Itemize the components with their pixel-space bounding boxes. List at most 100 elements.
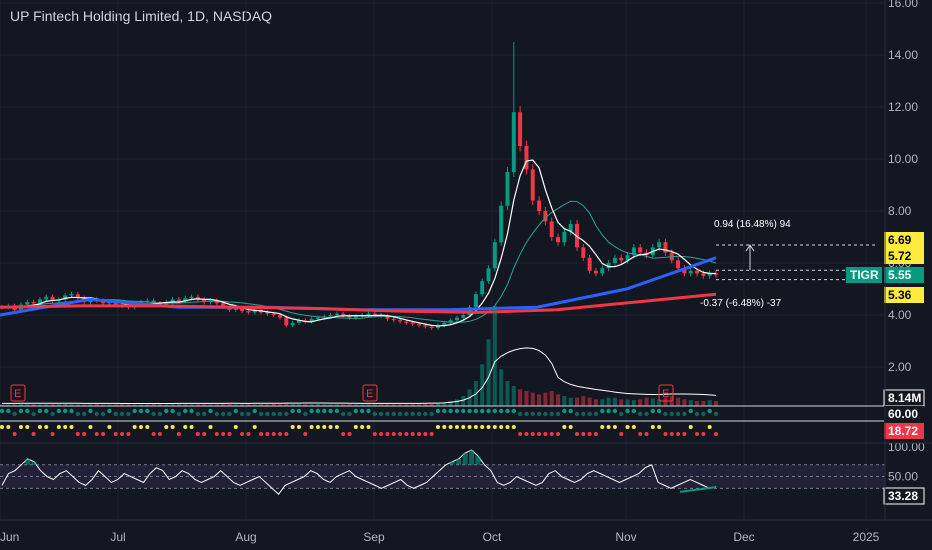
candle-body — [486, 268, 491, 282]
signal-dot — [366, 425, 371, 429]
signal-dot — [663, 432, 668, 436]
indicator-dot — [44, 408, 49, 414]
candle-body — [537, 200, 542, 211]
candle-body — [695, 270, 700, 274]
symbol-label-bg — [846, 267, 882, 283]
signal-dot — [537, 432, 542, 436]
volume-bar — [151, 404, 156, 406]
indicator-dot — [0, 408, 5, 414]
range-down-annotation: -0.37 (-6.48%) -37 — [700, 298, 782, 309]
indicator-dot — [12, 411, 17, 417]
indicator-dot — [656, 408, 662, 414]
indicator-dot — [176, 411, 182, 417]
candle-body — [435, 325, 440, 328]
signal-dot — [682, 432, 687, 436]
candle-body — [707, 273, 712, 276]
signal-dot — [372, 432, 377, 436]
signal-dot — [132, 425, 137, 429]
indicator-dot — [31, 411, 36, 417]
time-tick-label: Jul — [110, 530, 125, 544]
indicator-dot — [530, 411, 535, 417]
indicator-dot — [568, 408, 573, 414]
volume-bar — [18, 404, 23, 406]
indicator-dot — [258, 411, 264, 417]
indicator-dot — [183, 408, 188, 414]
indicator-dot — [600, 408, 605, 414]
signal-dot — [6, 425, 11, 429]
volume-bar — [524, 391, 529, 406]
volume-bar — [195, 404, 200, 406]
candle-body — [31, 302, 36, 304]
candle-body — [423, 325, 428, 327]
symbol-label: TIGR — [850, 268, 879, 282]
signal-dot — [0, 425, 4, 429]
signal-dot — [25, 425, 30, 429]
earnings-marker: E — [14, 388, 21, 400]
price-tick-label: 14.00 — [888, 48, 918, 62]
dots-label: 18.72 — [888, 424, 918, 438]
candle-body — [688, 270, 693, 274]
volume-bar — [701, 401, 706, 406]
indicator-dot — [322, 408, 327, 414]
signal-dot — [398, 432, 403, 436]
candle-body — [593, 270, 598, 274]
candle-body — [530, 169, 535, 201]
signal-dot — [568, 425, 573, 429]
earnings-marker: E — [662, 388, 669, 400]
signal-dot — [88, 425, 93, 429]
candle-body — [619, 257, 624, 261]
volume-ma-line — [2, 347, 717, 405]
candle-body — [701, 273, 706, 276]
volume-bar — [676, 397, 681, 406]
volume-bar — [120, 404, 125, 406]
indicator-dot — [271, 411, 276, 417]
signal-dot — [75, 432, 80, 436]
candle-body — [107, 302, 112, 304]
signal-dot — [644, 432, 649, 436]
volume-bar — [435, 403, 440, 406]
signal-dot — [625, 425, 630, 429]
volume-bar — [682, 399, 687, 406]
indicator-dot — [593, 411, 599, 417]
candle-body — [587, 257, 592, 271]
signal-dot — [423, 432, 428, 436]
indicator-dot — [416, 411, 422, 417]
signal-dot — [164, 425, 169, 429]
volume-bar — [208, 404, 213, 406]
candle-body — [246, 311, 251, 313]
signal-dot — [707, 425, 712, 429]
volume-bar — [176, 404, 181, 406]
volume-bar — [391, 404, 396, 406]
candle-body — [334, 313, 339, 315]
candle-body — [214, 300, 219, 304]
volume-bar — [265, 404, 270, 406]
price-label-high: 6.69 — [888, 233, 912, 247]
signal-dot — [303, 432, 308, 436]
indicator-dot — [94, 411, 99, 417]
signal-dot — [265, 432, 270, 436]
volume-bar — [385, 404, 390, 406]
indicator-dot — [214, 411, 220, 417]
indicator-dot — [675, 411, 681, 417]
candle-body — [448, 320, 453, 323]
indicator-dot — [315, 408, 321, 414]
indicator-dot — [347, 411, 352, 417]
signal-dot — [429, 432, 434, 436]
signal-dot — [284, 432, 289, 436]
volume-bar — [25, 404, 30, 406]
volume-bar — [480, 364, 485, 406]
signal-dot — [701, 432, 706, 436]
signal-dot — [271, 432, 276, 436]
signal-dot — [94, 432, 99, 436]
dots-label-bg — [884, 423, 924, 439]
volume-bar — [562, 396, 567, 406]
time-tick-label: Jun — [0, 530, 19, 544]
signal-dot — [518, 432, 523, 436]
signal-dot — [638, 432, 643, 436]
signal-dot — [113, 432, 118, 436]
candle-body — [309, 318, 314, 322]
indicator-dot — [524, 411, 529, 417]
price-tick-label: 8.00 — [888, 204, 912, 218]
indicator-dot — [498, 408, 504, 414]
